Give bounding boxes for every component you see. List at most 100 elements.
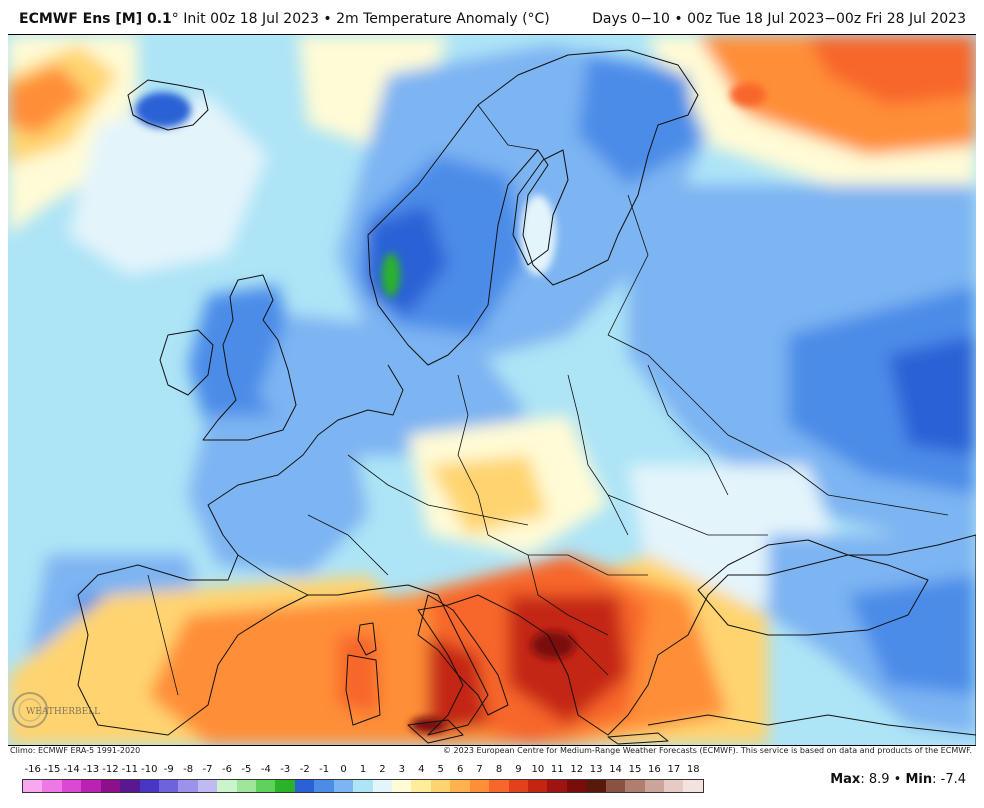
anomaly-region: [428, 635, 488, 735]
legend-swatch: [644, 780, 664, 792]
anomaly-region: [428, 455, 548, 535]
legend-tick-label: 1: [359, 764, 367, 775]
legend-tick-label: -15: [43, 764, 61, 775]
coastline: [407, 719, 464, 744]
copyright-note: © 2023 European Centre for Medium-Range …: [443, 746, 972, 755]
anomaly-region: [298, 35, 448, 145]
weatherbell-logo: WEATHERBELL: [10, 690, 100, 734]
legend-tick-label: -11: [121, 764, 139, 775]
legend-tick-label: 18: [686, 764, 700, 775]
weatherbell-logo-mark: WEATHERBELL: [12, 692, 100, 728]
logo-ring: [12, 692, 48, 728]
legend-swatch: [333, 780, 354, 792]
anomaly-shading: [8, 35, 976, 745]
border: [147, 574, 179, 696]
legend-swatch: [625, 780, 645, 792]
temperature-anomaly-map: [8, 34, 976, 746]
legend-tick-label: -1: [319, 764, 330, 775]
legend-swatch: [605, 780, 626, 792]
legend-swatch: [683, 780, 703, 792]
coastline: [77, 364, 976, 745]
border: [787, 464, 949, 516]
legend-swatch: [294, 780, 315, 792]
legend-tick-label: 14: [609, 764, 622, 775]
anomaly-region: [730, 83, 766, 107]
legend-tick-label: 8: [495, 764, 503, 775]
coastline: [512, 149, 569, 266]
legend-swatch: [178, 780, 198, 792]
legend-tick-label: 10: [531, 764, 545, 775]
legend-swatch: [81, 780, 101, 792]
legend-tick-label: 9: [515, 764, 522, 775]
border: [607, 334, 789, 466]
min-label: Min: [905, 772, 933, 787]
max-label: Max: [830, 772, 861, 787]
legend-swatch: [275, 780, 295, 792]
credits-bar: Climo: ECMWF ERA-5 1991-2020 © 2023 Euro…: [8, 745, 976, 757]
legend-swatch: [566, 780, 587, 792]
legend-swatch: [489, 780, 509, 792]
legend-swatch: [586, 780, 606, 792]
legend-tick-label: 13: [589, 764, 603, 775]
legend-tick-label: 0: [340, 764, 347, 775]
border: [567, 374, 629, 536]
coastline: [697, 539, 929, 636]
legend-swatch: [547, 780, 567, 792]
legend-swatch: [236, 780, 257, 792]
border: [647, 364, 729, 496]
anomaly-region: [188, 415, 368, 575]
legend-swatch: [392, 780, 412, 792]
legend-swatch: [411, 780, 431, 792]
max-value: 8.9: [868, 772, 890, 787]
legend-tick-label: 3: [398, 764, 406, 775]
legend-tick-label: 5: [437, 764, 444, 775]
coastline: [345, 654, 381, 726]
legend-swatch: [430, 780, 451, 792]
anomaly-region: [520, 195, 556, 275]
legend-swatch: [120, 780, 140, 792]
legend-color-bar: [22, 779, 704, 793]
border: [607, 494, 768, 536]
legend-swatch: [314, 780, 334, 792]
legend-swatch: [450, 780, 470, 792]
legend-tick-label: -13: [82, 764, 100, 775]
legend-swatch: [61, 780, 82, 792]
legend-tick-label: -6: [222, 764, 232, 775]
chart-title: ECMWF Ens [M] 0.1° Init 00z 18 Jul 2023 …: [19, 11, 550, 27]
coastline: [127, 79, 209, 131]
color-legend: -16 -15 -14 -13 -12 -11 -10 -9 -8 -7 -6 -5 -4 -3 -2 -1 0…: [22, 764, 712, 793]
anomaly-region: [338, 635, 378, 715]
legend-swatch: [217, 780, 237, 792]
coastline: [357, 622, 377, 656]
border: [307, 514, 389, 576]
legend-tick-label: 16: [648, 764, 661, 775]
legend-tick-label: 7: [476, 764, 483, 775]
legend-tick-label: -10: [141, 764, 158, 775]
border: [527, 554, 609, 636]
map-canvas: [8, 35, 976, 745]
coastline: [202, 274, 297, 441]
legend-tick-label: -14: [63, 764, 80, 775]
logo-text: WEATHERBELL: [26, 707, 100, 717]
border: [477, 104, 539, 151]
min-value: -7.4: [940, 772, 966, 787]
legend-tick-label: -3: [280, 764, 291, 775]
legend-swatch: [256, 780, 276, 792]
climatology-note: Climo: ECMWF ERA-5 1991-2020: [10, 746, 141, 755]
anomaly-region: [410, 717, 446, 733]
logo-ring: [18, 698, 42, 722]
anomaly-region: [508, 595, 628, 725]
legend-tick-label: 4: [418, 764, 425, 775]
legend-swatch: [197, 780, 218, 792]
anomaly-region: [8, 65, 88, 135]
border: [567, 634, 609, 676]
border: [607, 194, 649, 336]
legend-tick-label: 6: [456, 764, 464, 775]
coastline: [647, 714, 976, 736]
legend-swatch: [469, 780, 490, 792]
legend-swatch: [508, 780, 528, 792]
legend-swatch: [158, 780, 179, 792]
coastline: [417, 594, 509, 716]
legend-tick-label: 15: [628, 764, 642, 775]
forecast-period: Days 0−10 • 00z Tue 18 Jul 2023−00z Fri …: [592, 11, 966, 27]
